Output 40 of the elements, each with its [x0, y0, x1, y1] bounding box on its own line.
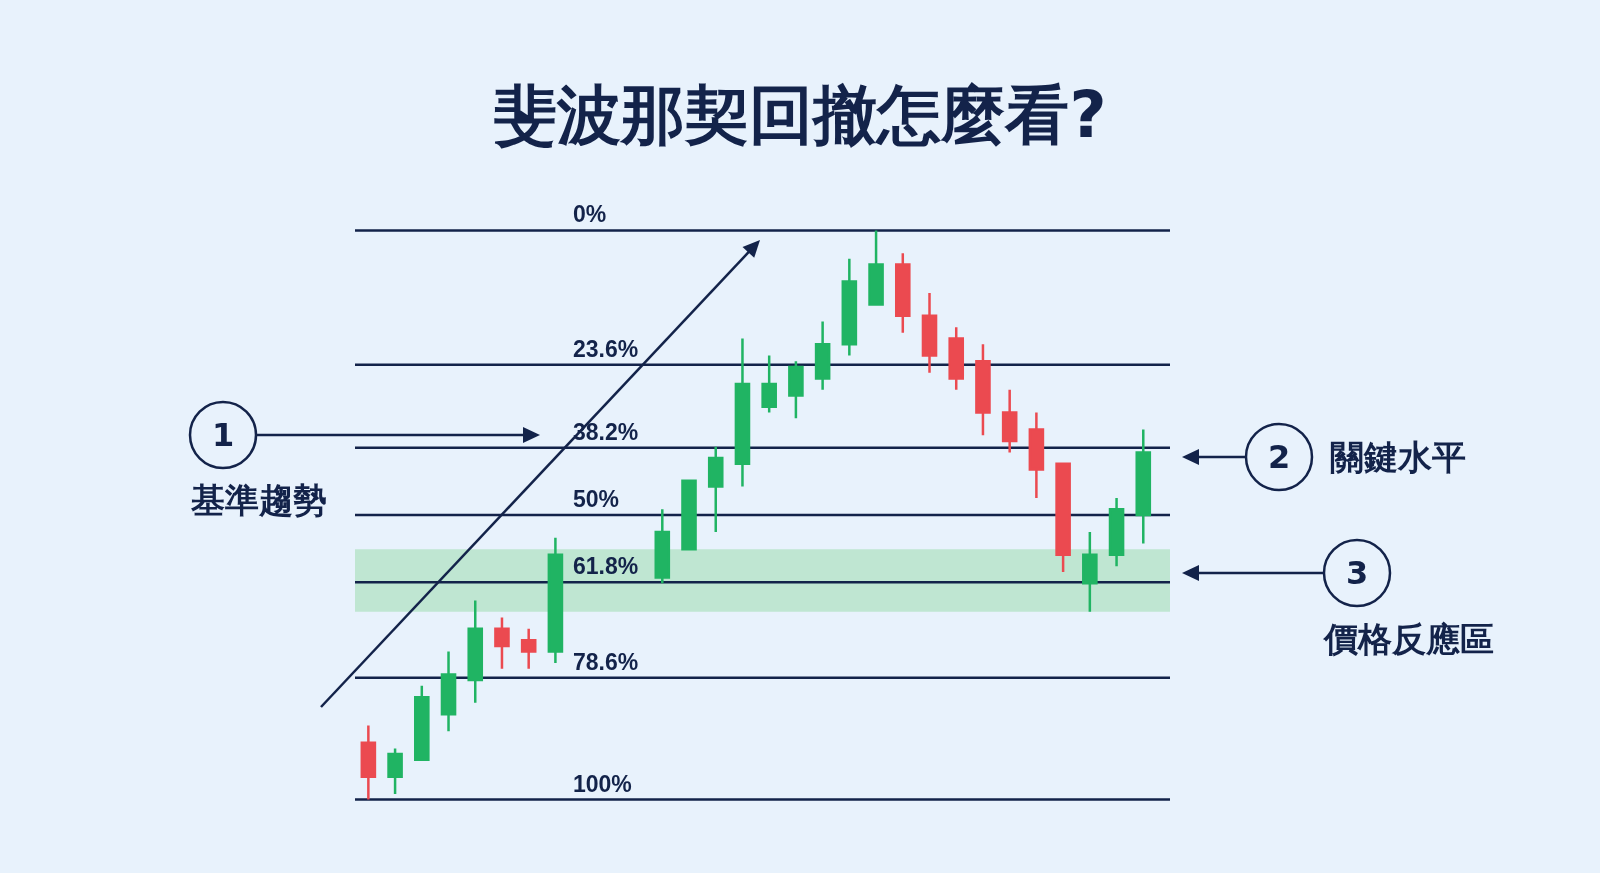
candlestick	[1055, 462, 1071, 574]
candlestick	[921, 291, 938, 374]
candlestick	[948, 325, 965, 392]
candlestick	[975, 342, 991, 437]
candlestick	[761, 354, 777, 414]
candlestick	[440, 650, 457, 733]
annotation: 23.6%	[573, 336, 639, 362]
text: 價格反應區	[1322, 619, 1494, 659]
candlestick	[654, 508, 671, 585]
candlestick	[788, 360, 804, 420]
text: 3	[1346, 554, 1369, 592]
candlestick	[360, 724, 377, 801]
text: 基準趨勢	[190, 480, 327, 520]
candlestick	[707, 445, 724, 534]
candlestick	[467, 599, 484, 705]
text: 2	[1268, 438, 1291, 476]
candlestick	[1001, 388, 1018, 454]
candlestick	[414, 684, 430, 762]
candlestick	[814, 320, 831, 392]
candlestick	[894, 251, 911, 335]
text: 1	[212, 416, 235, 454]
candlestick	[734, 337, 751, 488]
candlestick	[494, 616, 510, 670]
candlestick	[841, 257, 858, 357]
annotation: 61.8%	[573, 553, 639, 579]
candlestick	[1108, 496, 1125, 568]
candlestick	[547, 536, 564, 665]
annotation: 50%	[573, 486, 620, 512]
candlestick	[1028, 411, 1045, 500]
candlestick	[681, 479, 697, 551]
annotation: 0%	[573, 201, 607, 227]
chart-title: 斐波那契回撤怎麼看?	[493, 78, 1107, 153]
candlestick	[868, 229, 884, 306]
candlestick	[520, 627, 537, 670]
text: 關鍵水平	[1330, 437, 1466, 477]
annotation: 78.6%	[573, 649, 639, 675]
candlestick	[1135, 428, 1152, 545]
candlestick	[387, 747, 403, 796]
candlestick	[1082, 530, 1098, 614]
annotation: 100%	[573, 771, 632, 797]
